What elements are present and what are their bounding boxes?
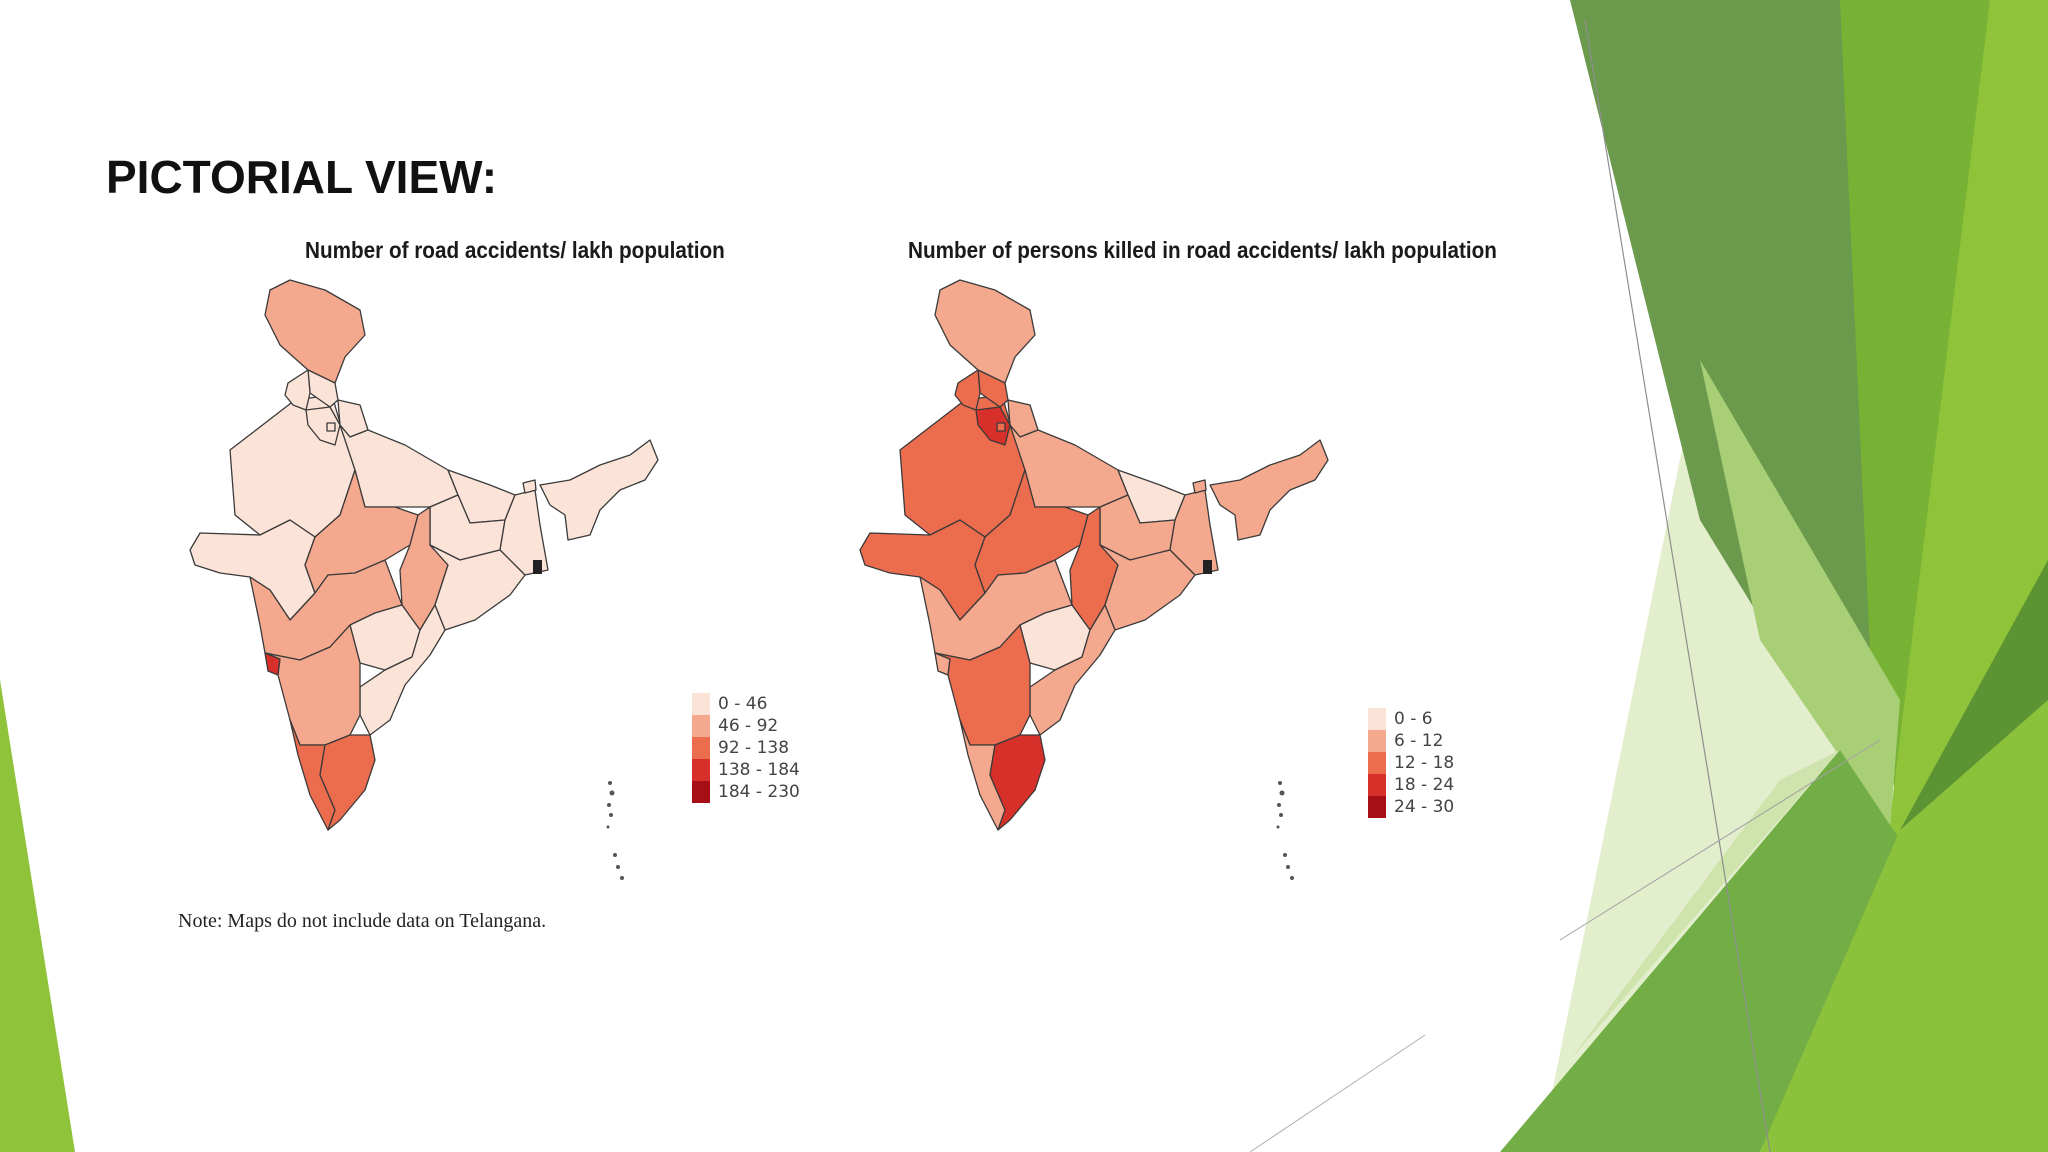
legend-swatch (1368, 752, 1386, 774)
bottom-bright-panel (1760, 640, 2048, 1152)
region-northeast (1209, 439, 1329, 541)
legend-swatch (692, 759, 710, 781)
region-gujarat (189, 519, 316, 621)
legend-item: 92 - 138 (692, 737, 800, 759)
bottom-light-panel (1570, 750, 1840, 1060)
legend-label: 6 - 12 (1394, 731, 1444, 751)
right-shade-panel (1700, 360, 1900, 830)
legend-accidents: 0 - 46 46 - 92 92 - 138 138 - 184 184 - … (692, 693, 800, 803)
legend-swatch (692, 693, 710, 715)
corner-panel (1900, 560, 2048, 830)
legend-swatch (1368, 730, 1386, 752)
region-northeast (539, 439, 659, 541)
legend-item: 46 - 92 (692, 715, 800, 737)
legend-item: 0 - 46 (692, 693, 800, 715)
legend-item: 24 - 30 (1368, 796, 1454, 818)
legend-item: 12 - 18 (1368, 752, 1454, 774)
legend-label: 92 - 138 (718, 738, 790, 758)
right-mid-panel (1840, 0, 2000, 820)
region-delhi (996, 422, 1006, 432)
india-map-killed (859, 279, 1329, 880)
legend-label: 138 - 184 (718, 760, 800, 780)
andaman-islands (1276, 781, 1294, 880)
region-sikkim (1192, 479, 1207, 494)
legend-label: 12 - 18 (1394, 753, 1455, 773)
region-jammu-kashmir (264, 279, 366, 384)
legend-item: 6 - 12 (1368, 730, 1454, 752)
legend-item: 184 - 230 (692, 781, 800, 803)
india-map-accidents (189, 279, 659, 880)
region-odisha (1099, 544, 1196, 631)
map-note: Note: Maps do not include data on Telang… (178, 910, 547, 932)
bangladesh-marker (533, 560, 542, 574)
region-tamil-nadu (989, 734, 1046, 831)
legend-swatch (1368, 708, 1386, 730)
legend-label: 184 - 230 (718, 782, 800, 802)
legend-label: 0 - 6 (1394, 709, 1433, 729)
map-title-accidents: Number of road accidents/ lakh populatio… (305, 237, 725, 263)
legend-swatch (692, 715, 710, 737)
region-rajasthan (229, 394, 356, 538)
legend-label: 18 - 24 (1394, 775, 1455, 795)
region-haryana (975, 406, 1011, 446)
legend-swatch (1368, 796, 1386, 818)
legend-swatch (692, 781, 710, 803)
bangladesh-marker (1203, 560, 1212, 574)
legend-label: 0 - 46 (718, 694, 768, 714)
region-odisha (429, 544, 526, 631)
bottom-green-panel (1500, 750, 1900, 1152)
map-title-killed: Number of persons killed in road acciden… (908, 237, 1497, 263)
legend-item: 138 - 184 (692, 759, 800, 781)
region-sikkim (522, 479, 537, 494)
legend-swatch (692, 737, 710, 759)
legend-label: 46 - 92 (718, 716, 779, 736)
region-rajasthan (899, 394, 1026, 538)
legend-item: 18 - 24 (1368, 774, 1454, 796)
region-haryana (305, 406, 341, 446)
slide-title: PICTORIAL VIEW: (106, 151, 498, 203)
legend-label: 24 - 30 (1394, 797, 1455, 817)
legend-swatch (1368, 774, 1386, 796)
andaman-islands (606, 781, 624, 880)
legend-killed: 0 - 6 6 - 12 12 - 18 18 - 24 24 - 30 (1368, 708, 1454, 818)
region-gujarat (859, 519, 986, 621)
region-delhi (326, 422, 336, 432)
left-green-wedge (0, 680, 75, 1152)
legend-item: 0 - 6 (1368, 708, 1454, 730)
region-tamil-nadu (319, 734, 376, 831)
region-jammu-kashmir (934, 279, 1036, 384)
